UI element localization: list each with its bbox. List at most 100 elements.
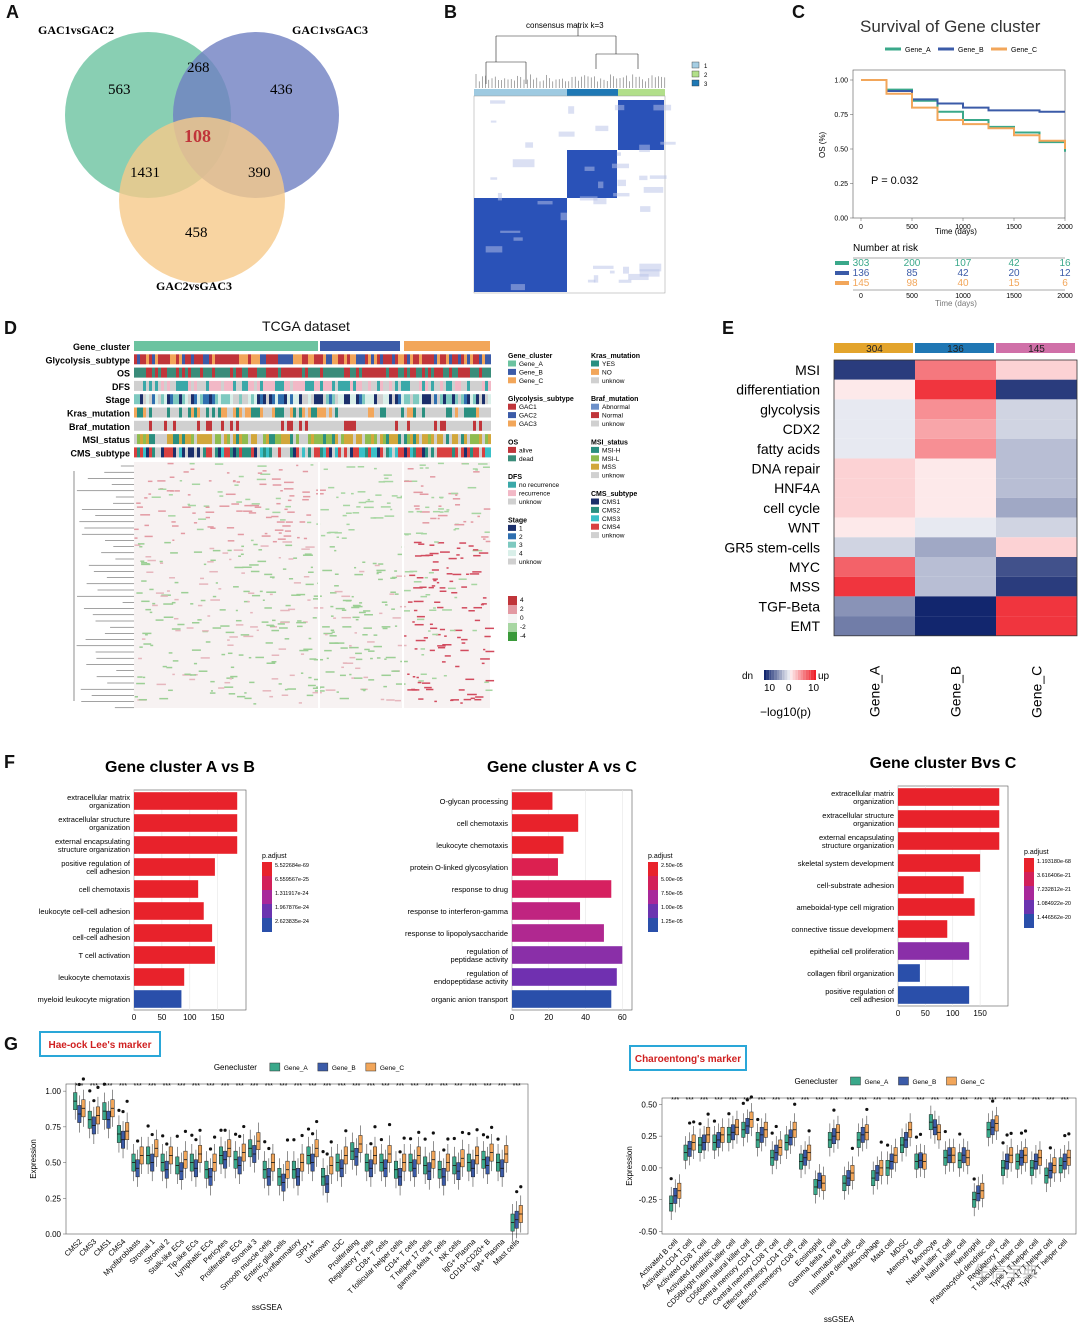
matrix-cell [639, 175, 648, 181]
track-cell [263, 407, 266, 418]
track-cell [209, 420, 212, 431]
track-cell [164, 447, 167, 458]
track-cell [158, 434, 161, 445]
track-cell [191, 367, 194, 378]
track-cell [395, 394, 398, 405]
heat-cell [160, 595, 168, 597]
track-cell [332, 407, 335, 418]
legend-swatch [591, 446, 599, 453]
box-outlier [402, 1136, 406, 1140]
heat-cell [334, 532, 342, 534]
heat-cell [443, 674, 447, 677]
heat-cell [915, 576, 996, 597]
track-cell [428, 394, 431, 405]
bar [134, 924, 213, 942]
track-cell [473, 447, 476, 458]
track-cell [428, 407, 431, 418]
box-sig: *** [1032, 1097, 1040, 1104]
heat-cell [380, 506, 391, 508]
scale-step [800, 670, 803, 680]
heat-cell [278, 469, 283, 471]
track-cell [173, 420, 176, 431]
track-cell [473, 354, 476, 365]
heat-cell [468, 545, 474, 547]
heat-cell [439, 628, 446, 631]
heat-cell [359, 570, 365, 573]
row-label: TGF-Beta [759, 598, 821, 614]
track-Braf_mutation [134, 420, 491, 431]
scale-label: 0 [520, 615, 524, 622]
track-cell [251, 420, 254, 431]
track-cell [365, 420, 368, 431]
heat-cell [376, 657, 381, 659]
box-outlier [408, 1137, 413, 1141]
track-cell [257, 447, 260, 458]
track-cell [383, 420, 386, 431]
survival-frame [852, 69, 1066, 219]
heat-cell [136, 592, 143, 594]
matrix-cell [497, 192, 502, 201]
track-cell [434, 407, 437, 418]
heat-cell [446, 573, 453, 575]
track-cell [329, 434, 332, 445]
track-cell [389, 447, 392, 458]
heat-cell [376, 572, 379, 575]
box-outlier [263, 1140, 267, 1144]
track-cell [401, 420, 404, 431]
heat-cell [364, 613, 373, 616]
track-cell [251, 380, 254, 391]
track-cell [470, 394, 473, 405]
matrix-cell [537, 201, 553, 205]
track-cell [176, 420, 179, 431]
bar-legend-tick: 1.446562e-20 [1037, 915, 1071, 921]
track-cell [197, 420, 200, 431]
venn-circle-3 [119, 117, 285, 283]
bar-label: regulation of [467, 969, 509, 978]
heat-cell [298, 702, 303, 704]
track-cell [467, 447, 470, 458]
track-cell [284, 394, 287, 405]
heat-cell [145, 556, 152, 558]
heat-cell [461, 586, 468, 588]
track-cell [395, 420, 398, 431]
heat-cell [418, 543, 425, 545]
track-cell [287, 354, 290, 365]
legend-item: MSI-L [602, 456, 620, 463]
track-cell [389, 420, 392, 431]
track-cell [314, 420, 317, 431]
heat-cell [367, 641, 375, 643]
heat-cell [459, 542, 467, 544]
track-cell [188, 407, 191, 418]
box-outlier [212, 1135, 217, 1139]
heat-cell [305, 583, 314, 586]
heat-cell [363, 689, 366, 692]
track-cell [467, 407, 470, 418]
box-outlier [190, 1133, 194, 1137]
track-cell [431, 354, 434, 365]
legend-item: YES [602, 361, 616, 368]
track-cell [359, 447, 362, 458]
track-cell [203, 394, 206, 405]
box-ytick-label: 0.25 [641, 1132, 657, 1141]
heat-cell [265, 516, 272, 519]
bar [512, 814, 579, 832]
row-label: LGR5 stem-cells [724, 539, 820, 555]
heat-cell [288, 578, 294, 580]
track-cell [467, 367, 470, 378]
track-cell [338, 354, 341, 365]
heat-cell [381, 674, 391, 677]
track-cell [425, 380, 428, 391]
heat-cell [280, 621, 290, 624]
heat-cell [257, 560, 267, 563]
heat-cell [444, 635, 447, 637]
track-cell [311, 434, 314, 445]
track-Gene_cluster [134, 341, 490, 351]
heat-cell [191, 621, 200, 624]
track-cell [326, 407, 329, 418]
track-cell [449, 394, 452, 405]
track-cell [266, 380, 269, 391]
heat-cell [359, 602, 363, 604]
heat-frame [833, 359, 1078, 637]
track-cell [365, 380, 368, 391]
track-cell [236, 367, 239, 378]
